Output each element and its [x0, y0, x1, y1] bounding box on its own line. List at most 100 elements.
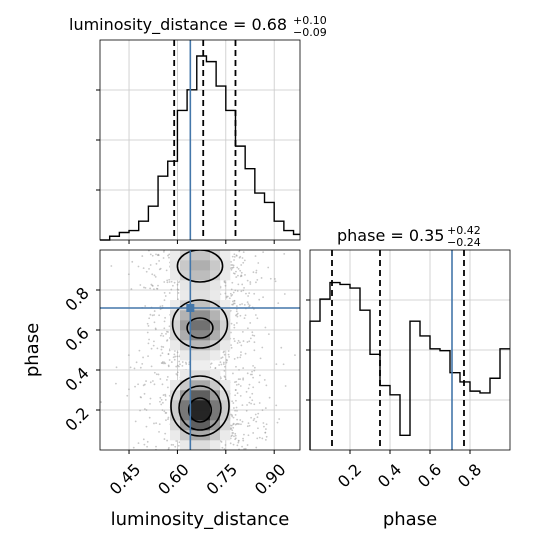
density-cell — [200, 350, 211, 361]
scatter-point — [179, 363, 181, 366]
scatter-point — [246, 404, 248, 406]
scatter-point — [241, 303, 243, 305]
scatter-point — [252, 386, 255, 389]
scatter-point — [167, 416, 170, 419]
phase-xtick-label-3: 0.8 — [454, 460, 485, 491]
scatter-point — [262, 251, 265, 254]
scatter-point — [185, 363, 188, 365]
density-cell — [210, 350, 221, 361]
scatter-point — [157, 373, 160, 376]
scatter-point — [224, 281, 227, 284]
scatter-point — [241, 445, 243, 448]
scatter-point — [159, 400, 161, 403]
scatter-point — [168, 325, 171, 328]
scatter-point — [162, 335, 165, 337]
scatter-point — [153, 310, 156, 312]
scatter-point — [236, 266, 239, 269]
scatter-point — [166, 376, 169, 378]
scatter-point — [245, 390, 248, 393]
scatter-point — [231, 432, 234, 434]
scatter-point — [220, 363, 223, 366]
scatter-point — [210, 362, 213, 365]
density-cell — [210, 300, 221, 311]
joint-ytick-label-0: 0.2 — [61, 403, 92, 434]
scatter-point — [141, 362, 144, 365]
scatter-point — [265, 435, 268, 438]
title-luminosity-distance: luminosity_distance = 0.68 +0.10 −0.09 — [69, 14, 327, 39]
scatter-point — [253, 334, 256, 337]
scatter-point — [234, 437, 237, 440]
scatter-point — [258, 381, 261, 384]
scatter-point — [139, 284, 142, 286]
scatter-point — [224, 378, 227, 381]
density-cell — [170, 300, 181, 311]
scatter-point — [229, 309, 232, 312]
density-cell — [180, 330, 191, 341]
scatter-point — [235, 276, 238, 278]
density-cell — [170, 250, 181, 261]
scatter-point — [146, 445, 148, 448]
density-cell — [210, 330, 221, 341]
scatter-point — [254, 413, 257, 416]
scatter-point — [251, 370, 253, 373]
scatter-point — [173, 350, 176, 352]
scatter-point — [249, 283, 252, 285]
joint-ylabel: phase — [22, 323, 43, 377]
density-cell — [170, 400, 181, 411]
scatter-point — [155, 445, 157, 448]
scatter-point — [254, 314, 257, 316]
scatter-point — [230, 295, 233, 297]
density-cell — [180, 410, 191, 421]
density-cell — [210, 320, 221, 331]
scatter-point — [238, 256, 241, 259]
scatter-point — [245, 409, 248, 412]
scatter-point — [159, 354, 162, 357]
scatter-point — [255, 420, 258, 423]
density-cell — [210, 410, 221, 421]
scatter-point — [222, 363, 225, 366]
scatter-point — [166, 339, 168, 342]
density-cell — [180, 320, 191, 331]
scatter-point — [144, 286, 147, 289]
scatter-point — [236, 315, 239, 318]
scatter-point — [234, 314, 237, 317]
scatter-point — [239, 419, 242, 421]
scatter-point — [170, 288, 173, 291]
scatter-point — [237, 383, 240, 386]
scatter-point — [236, 409, 238, 412]
joint-xtick-label-1: 0.60 — [154, 460, 193, 499]
joint-plot-area — [100, 250, 300, 450]
axis-labels: 0.45 0.60 0.75 0.90 0.2 0.4 0.6 0.8 0.2 0.4 0.6 0.8… — [22, 283, 485, 530]
scatter-point — [165, 412, 168, 414]
scatter-point — [221, 446, 224, 449]
scatter-point — [164, 399, 167, 401]
scatter-point — [232, 402, 235, 404]
scatter-point — [151, 273, 154, 276]
density-cell — [200, 300, 211, 311]
density-cell — [190, 370, 201, 381]
scatter-point — [280, 346, 283, 349]
scatter-point — [220, 357, 223, 360]
density-cell — [180, 430, 191, 441]
density-cell — [170, 430, 181, 441]
scatter-point — [162, 257, 165, 259]
scatter-point — [234, 389, 237, 391]
scatter-point — [144, 305, 147, 307]
scatter-point — [225, 361, 228, 364]
scatter-point — [249, 337, 252, 340]
density-cell — [220, 410, 231, 421]
scatter-point — [240, 351, 242, 354]
scatter-point — [263, 425, 265, 428]
scatter-point — [143, 408, 146, 410]
density-cell — [190, 270, 201, 281]
scatter-point — [148, 268, 150, 270]
scatter-point — [153, 321, 156, 324]
scatter-point — [164, 362, 167, 365]
contour-low-2 — [178, 385, 222, 431]
scatter-point — [248, 292, 251, 295]
scatter-point — [232, 422, 235, 425]
scatter-point — [234, 432, 237, 435]
scatter-point — [115, 366, 118, 369]
density-cell — [210, 380, 221, 391]
